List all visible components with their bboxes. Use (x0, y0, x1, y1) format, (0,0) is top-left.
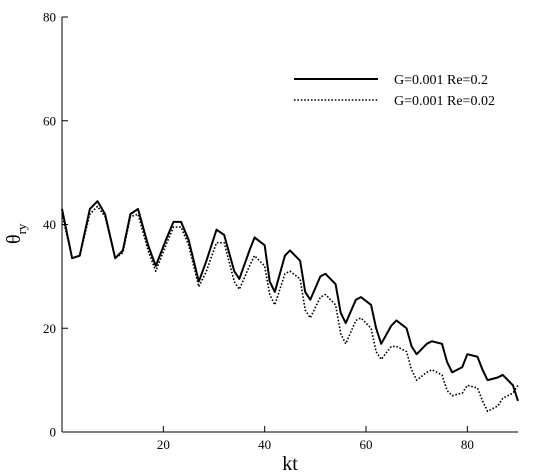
y-axis-title-subscript: ry (14, 223, 29, 234)
x-tick-label: 80 (461, 437, 474, 452)
legend-item-dotted: G=0.001 Re=0.02 (294, 94, 495, 109)
x-tick-label: 40 (258, 437, 271, 452)
legend-item-solid: G=0.001 Re=0.2 (294, 73, 488, 88)
chart-legend: G=0.001 Re=0.2 G=0.001 Re=0.02 (294, 73, 495, 109)
y-tick-label: 0 (50, 425, 57, 440)
x-tick-label: 20 (157, 437, 170, 452)
legend-label-solid: G=0.001 Re=0.2 (394, 73, 488, 88)
legend-label-dotted: G=0.001 Re=0.02 (394, 94, 495, 109)
data-series (61, 200, 519, 413)
series-line-solid (61, 200, 519, 402)
y-tick-label: 80 (43, 10, 56, 25)
axis-ticks: 0 20 40 60 80 20 40 60 80 (43, 10, 474, 453)
x-axis-title: kt (282, 453, 298, 473)
series-line-dotted (61, 205, 519, 413)
y-axis-title-main: θ (3, 234, 25, 244)
y-tick-label: 20 (43, 321, 56, 336)
y-axis-title: θry (3, 223, 29, 244)
y-tick-label: 40 (43, 217, 56, 232)
x-tick-label: 60 (360, 437, 373, 452)
y-tick-label: 60 (43, 113, 56, 128)
